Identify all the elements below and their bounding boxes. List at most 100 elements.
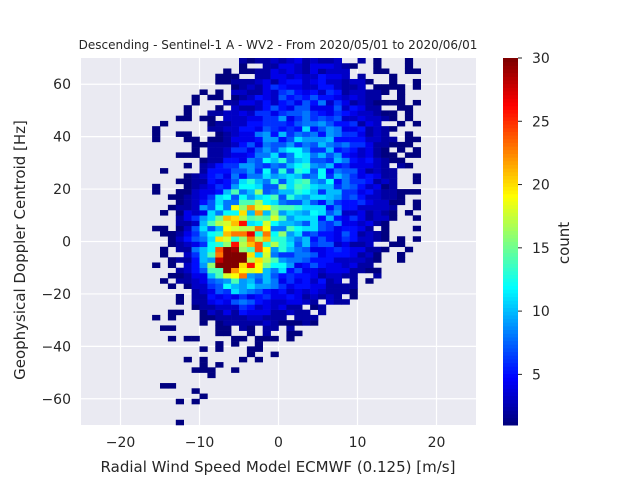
heatmap-cell (223, 152, 232, 158)
heatmap-cell (254, 262, 263, 269)
heatmap-cell (175, 225, 184, 232)
heatmap-cell (246, 183, 256, 190)
heatmap-cell (373, 189, 382, 195)
heatmap-cell (381, 136, 390, 143)
heatmap-cell (262, 272, 271, 279)
heatmap-cell (286, 241, 295, 248)
heatmap-cell (349, 194, 358, 200)
heatmap-cell (341, 236, 350, 242)
heatmap-cell (341, 147, 350, 153)
heatmap-cell (373, 58, 382, 64)
heatmap-cell (294, 251, 303, 258)
heatmap-cell (302, 110, 311, 116)
heatmap-cell (318, 293, 327, 300)
heatmap-cell (270, 89, 279, 95)
heatmap-cell (207, 283, 216, 289)
heatmap-cell (365, 204, 374, 211)
heatmap-cell (302, 194, 311, 200)
heatmap-cell (246, 241, 256, 248)
heatmap-cell (231, 194, 240, 200)
heatmap-cell (199, 225, 208, 232)
heatmap-cell (310, 162, 319, 169)
heatmap-cell (397, 84, 406, 90)
heatmap-cell (262, 115, 271, 122)
heatmap-cell (207, 251, 216, 258)
heatmap-cell (199, 173, 208, 179)
heatmap-cell (365, 231, 374, 237)
heatmap-cell (175, 204, 184, 211)
heatmap-cell (254, 341, 263, 347)
heatmap-cell (167, 257, 177, 263)
heatmap-cell (239, 220, 248, 227)
heatmap-cell (310, 131, 319, 137)
heatmap-cell (278, 309, 287, 316)
heatmap-cell (325, 293, 335, 300)
heatmap-cell (341, 251, 350, 258)
heatmap-cell (223, 236, 232, 242)
heatmap-cell (183, 178, 192, 185)
heatmap-cell (302, 89, 311, 95)
heatmap-cell (357, 147, 366, 153)
heatmap-cell (389, 141, 398, 148)
heatmap-cell (270, 272, 279, 279)
heatmap-cell (191, 173, 200, 179)
heatmap-cell (246, 78, 256, 85)
heatmap-cell (349, 126, 358, 132)
heatmap-cell (357, 262, 366, 269)
heatmap-cell (223, 126, 232, 132)
heatmap-cell (333, 278, 342, 284)
heatmap-cell (325, 63, 335, 69)
heatmap-cell (278, 246, 287, 253)
heatmap-cell (199, 362, 208, 368)
heatmap-cell (357, 246, 366, 253)
heatmap-cell (333, 225, 342, 232)
heatmap-cell (333, 78, 342, 85)
colorbar-segment (503, 366, 518, 371)
heatmap-cell (246, 278, 256, 284)
heatmap-cell (373, 204, 382, 211)
heatmap-cell (302, 272, 311, 279)
heatmap-cell (175, 189, 184, 195)
colorbar-label: count (555, 222, 573, 264)
heatmap-cell (167, 335, 177, 342)
heatmap-cell (325, 246, 335, 253)
heatmap-cell (270, 194, 279, 200)
heatmap-cell (231, 288, 240, 295)
heatmap-cell (175, 309, 184, 316)
heatmap-cell (333, 168, 342, 174)
colorbar-tick-label-0: 5 (532, 367, 541, 383)
heatmap-cell (365, 78, 374, 85)
heatmap-cells (152, 58, 421, 426)
colorbar-segment (503, 102, 518, 107)
heatmap-cell (262, 267, 271, 274)
heatmap-cell (286, 189, 295, 195)
heatmap-cell (318, 278, 327, 284)
colorbar-segment (503, 120, 518, 125)
heatmap-cell (199, 309, 208, 316)
heatmap-cell (239, 251, 248, 258)
heatmap-cell (381, 178, 390, 185)
heatmap-cell (239, 257, 248, 263)
heatmap-cell (175, 215, 184, 221)
heatmap-cell (341, 246, 350, 253)
heatmap-cell (302, 63, 311, 69)
heatmap-cell (231, 94, 240, 101)
heatmap-cell (302, 314, 311, 321)
heatmap-cell (341, 283, 350, 289)
heatmap-cell (349, 183, 358, 190)
heatmap-cell (341, 120, 350, 127)
heatmap-cell (373, 251, 382, 258)
heatmap-cell (191, 141, 200, 148)
heatmap-cell (310, 194, 319, 200)
heatmap-cell (246, 115, 256, 122)
heatmap-cell (302, 136, 311, 143)
heatmap-cell (199, 272, 208, 279)
heatmap-cell (231, 293, 240, 300)
heatmap-cell (357, 73, 366, 80)
heatmap-cell (199, 293, 208, 300)
heatmap-cell (254, 257, 263, 263)
heatmap-cell (215, 267, 224, 274)
heatmap-cell (349, 283, 358, 289)
heatmap-cell (191, 304, 200, 310)
